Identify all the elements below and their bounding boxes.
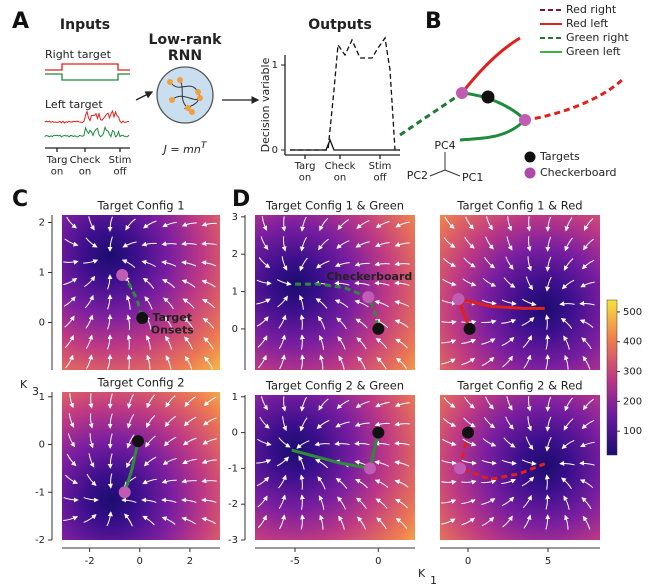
pc-label: PC2: [407, 169, 428, 182]
state-point: [136, 312, 148, 324]
y-tick-label: -3: [228, 535, 238, 546]
x-tick-label: 5: [545, 556, 551, 567]
pc-label: PC4: [434, 139, 455, 152]
y-tick-label: 0: [39, 440, 45, 451]
y-axis-label: Decision variable: [259, 57, 272, 152]
y-tick-label: 1: [39, 268, 45, 279]
plot-title: Target Config 1: [96, 199, 184, 213]
x-tick-label: 2: [187, 556, 193, 567]
panel-label: A: [12, 9, 29, 34]
state-point: [464, 323, 476, 335]
state-point: [452, 293, 464, 305]
state-point: [372, 323, 384, 335]
legend-marker: [525, 168, 536, 179]
figure: AInputsRight targetLeft targetTargonChec…: [0, 0, 662, 588]
annotation: Checkerboard: [326, 270, 412, 283]
legend-label: Green right: [566, 31, 629, 44]
y-tick-label: -1: [35, 487, 45, 498]
colorbar-tick-label: 500: [623, 307, 642, 318]
panel-b-art: [400, 38, 622, 176]
pc-label: PC1: [462, 171, 483, 184]
colorbar-tick-label: 100: [623, 426, 642, 437]
input-noise: [45, 111, 129, 137]
state-point: [462, 427, 474, 439]
y-tick-label: 1: [232, 287, 238, 298]
x-tick-label: -5: [290, 556, 300, 567]
y-tick-label: 0: [232, 324, 238, 335]
colorbar-tick-label: 200: [623, 396, 642, 407]
state-point: [372, 427, 384, 439]
x-tick-label: 0: [137, 556, 143, 567]
input-label: Right target: [45, 48, 112, 61]
y-tick-label: 1: [272, 60, 278, 71]
y-axis-label: K: [20, 378, 28, 391]
state-point: [454, 462, 466, 474]
noise-trace: [45, 111, 129, 123]
state-point: [132, 435, 144, 447]
x-axis-label: K: [418, 567, 426, 580]
x-label: Checkon: [325, 161, 356, 184]
y-tick-label: 2: [232, 249, 238, 260]
plot-title: Target Config 1 & Green: [265, 199, 404, 213]
panel-label: B: [425, 9, 442, 34]
legend-label: Red left: [566, 17, 609, 30]
heatmap: [62, 392, 220, 540]
heatmap: [255, 395, 415, 540]
y-tick-label: -1: [228, 463, 238, 474]
input-label: Left target: [45, 98, 103, 111]
y-tick-label: 0: [232, 428, 238, 439]
y-tick-label: 0: [39, 318, 45, 329]
legend-label: Checkerboard: [540, 166, 617, 179]
x-tick-label: -2: [85, 556, 95, 567]
noise-trace: [45, 127, 129, 137]
equation-sup: T: [201, 141, 208, 151]
legend-marker: [525, 152, 536, 163]
input-x-label: Checkon: [70, 155, 101, 178]
plot-title: Target Config 2 & Green: [265, 379, 404, 393]
panel-label: C: [12, 187, 28, 212]
heatmap: [255, 215, 415, 370]
colorbar: [607, 300, 617, 455]
y-tick-label: -2: [35, 535, 45, 546]
plot-title: Target Config 2 & Red: [456, 379, 582, 393]
heatmap: [440, 215, 600, 370]
outputs-title: Outputs: [308, 17, 372, 33]
input-x-label: Stimoff: [109, 155, 132, 178]
plot-title: Target Config 1 & Red: [456, 199, 582, 213]
y-tick-label: 3: [232, 212, 238, 223]
y-tick-label: 1: [39, 392, 45, 403]
colorbar-tick-label: 300: [623, 367, 642, 378]
x-tick-label: 0: [465, 556, 471, 567]
equation-body: J = mn: [162, 143, 201, 156]
x-axis-sub: 1: [430, 574, 437, 587]
legend-label: Red right: [566, 3, 617, 16]
legend-label: Green left: [566, 45, 621, 58]
plot-title: Target Config 2: [96, 376, 184, 390]
y-tick-label: 0: [272, 145, 278, 156]
y-tick-label: 1: [232, 392, 238, 403]
legend-label: Targets: [539, 150, 580, 163]
state-point: [362, 291, 374, 303]
panel-label: D: [232, 187, 250, 212]
state-point: [116, 269, 128, 281]
inputs-title: Inputs: [60, 17, 110, 33]
x-tick-label: 0: [375, 556, 381, 567]
state-point: [119, 486, 131, 498]
y-tick-label: -2: [228, 499, 238, 510]
equation: J = mnT: [162, 141, 208, 157]
y-tick-label: 2: [39, 218, 45, 229]
colorbar-tick-label: 400: [623, 337, 642, 348]
state-point: [364, 462, 376, 474]
